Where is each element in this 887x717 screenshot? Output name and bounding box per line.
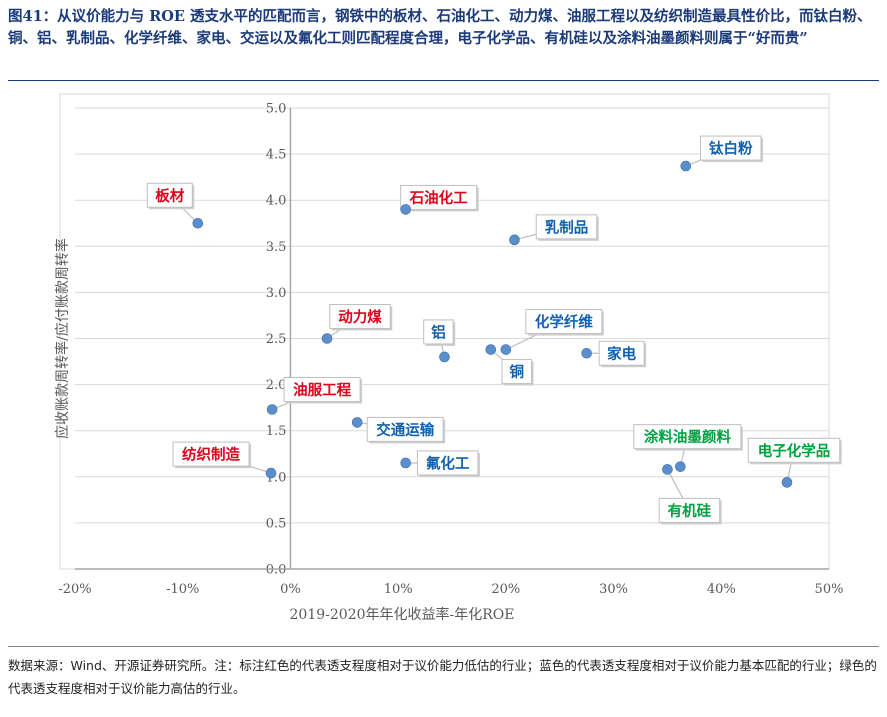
data-point bbox=[485, 344, 497, 355]
y-tick-label: 2.0 bbox=[266, 378, 287, 393]
data-point bbox=[266, 404, 278, 415]
callout-box bbox=[329, 304, 391, 329]
y-tick-label: 4.0 bbox=[266, 194, 287, 209]
data-point bbox=[192, 217, 204, 229]
y-tick-label: 1.5 bbox=[266, 424, 287, 439]
callout-box bbox=[699, 135, 762, 161]
point-label: 铝 bbox=[431, 323, 446, 341]
point-label: 石油化工 bbox=[409, 189, 468, 207]
title-divider bbox=[8, 80, 879, 81]
point-label: 乳制品 bbox=[545, 218, 589, 236]
y-tick-label: 0.5 bbox=[266, 516, 287, 531]
point-label: 电子化学品 bbox=[758, 442, 831, 460]
callout-box bbox=[633, 424, 742, 450]
callout-box bbox=[416, 450, 479, 476]
y-tick-label: 4.5 bbox=[266, 148, 287, 163]
data-point bbox=[509, 234, 520, 246]
y-tick-label: 2.5 bbox=[266, 332, 287, 347]
x-tick-label: -20% bbox=[58, 582, 91, 597]
x-tick-label: 20% bbox=[491, 582, 520, 597]
x-tick-label: 30% bbox=[599, 582, 628, 597]
data-point bbox=[500, 344, 512, 355]
x-axis-title: 2019-2020年年化收益率-年化ROE bbox=[290, 606, 515, 623]
point-label: 涂料油墨颜料 bbox=[644, 428, 731, 446]
y-tick-label: 5.0 bbox=[266, 102, 287, 117]
data-point bbox=[351, 417, 363, 428]
callout-box bbox=[423, 319, 454, 345]
point-label: 钛白粉 bbox=[709, 140, 753, 158]
data-point bbox=[400, 204, 411, 215]
point-label: 交通运输 bbox=[376, 421, 434, 439]
y-tick-label: 3.5 bbox=[266, 240, 287, 255]
y-tick-label: 0.0 bbox=[266, 563, 287, 578]
point-label: 板材 bbox=[155, 187, 184, 205]
point-label: 有机硅 bbox=[668, 502, 712, 520]
data-point bbox=[581, 347, 592, 359]
point-label: 纺织制造 bbox=[182, 446, 240, 464]
callout-box bbox=[172, 441, 250, 467]
y-axis-title: 应收账款周转率/应付账款周转率 bbox=[54, 238, 71, 439]
callout-box bbox=[747, 437, 841, 463]
point-label: 氟化工 bbox=[426, 454, 470, 472]
point-label: 油服工程 bbox=[293, 381, 351, 399]
x-tick-label: 50% bbox=[815, 582, 844, 597]
callout-box bbox=[658, 497, 721, 523]
callout-box bbox=[501, 359, 533, 385]
data-point bbox=[265, 467, 277, 479]
callout-box bbox=[535, 214, 598, 240]
point-label: 铜 bbox=[510, 363, 525, 381]
callout-box bbox=[146, 182, 193, 208]
data-point bbox=[680, 160, 692, 172]
x-tick-label: 10% bbox=[384, 582, 413, 597]
data-point bbox=[781, 477, 793, 488]
source-note: 数据来源：Wind、开源证券研究所。注：标注红色的代表透支程度相对于议价能力低估… bbox=[8, 658, 877, 696]
x-tick-label: -10% bbox=[166, 582, 199, 597]
data-point bbox=[675, 461, 686, 472]
callout-box bbox=[400, 184, 478, 210]
point-label: 化学纤维 bbox=[535, 313, 593, 331]
figure-title: 图41：从议价能力与 ROE 透支水平的匹配而言，钢铁中的板材、石油化工、动力煤… bbox=[8, 8, 872, 47]
callout-box bbox=[283, 376, 361, 402]
point-label: 动力煤 bbox=[338, 308, 382, 326]
data-point bbox=[439, 351, 450, 363]
data-point bbox=[400, 457, 411, 469]
y-tick-label: 3.0 bbox=[266, 286, 287, 301]
callout-box bbox=[598, 340, 645, 366]
data-point bbox=[321, 333, 333, 344]
x-tick-label: 0% bbox=[280, 582, 301, 597]
x-tick-label: 40% bbox=[707, 582, 736, 597]
note-divider bbox=[8, 646, 879, 647]
point-label: 家电 bbox=[607, 345, 636, 363]
callout-box bbox=[525, 309, 603, 335]
callout-box bbox=[366, 416, 444, 442]
data-point bbox=[662, 464, 673, 475]
